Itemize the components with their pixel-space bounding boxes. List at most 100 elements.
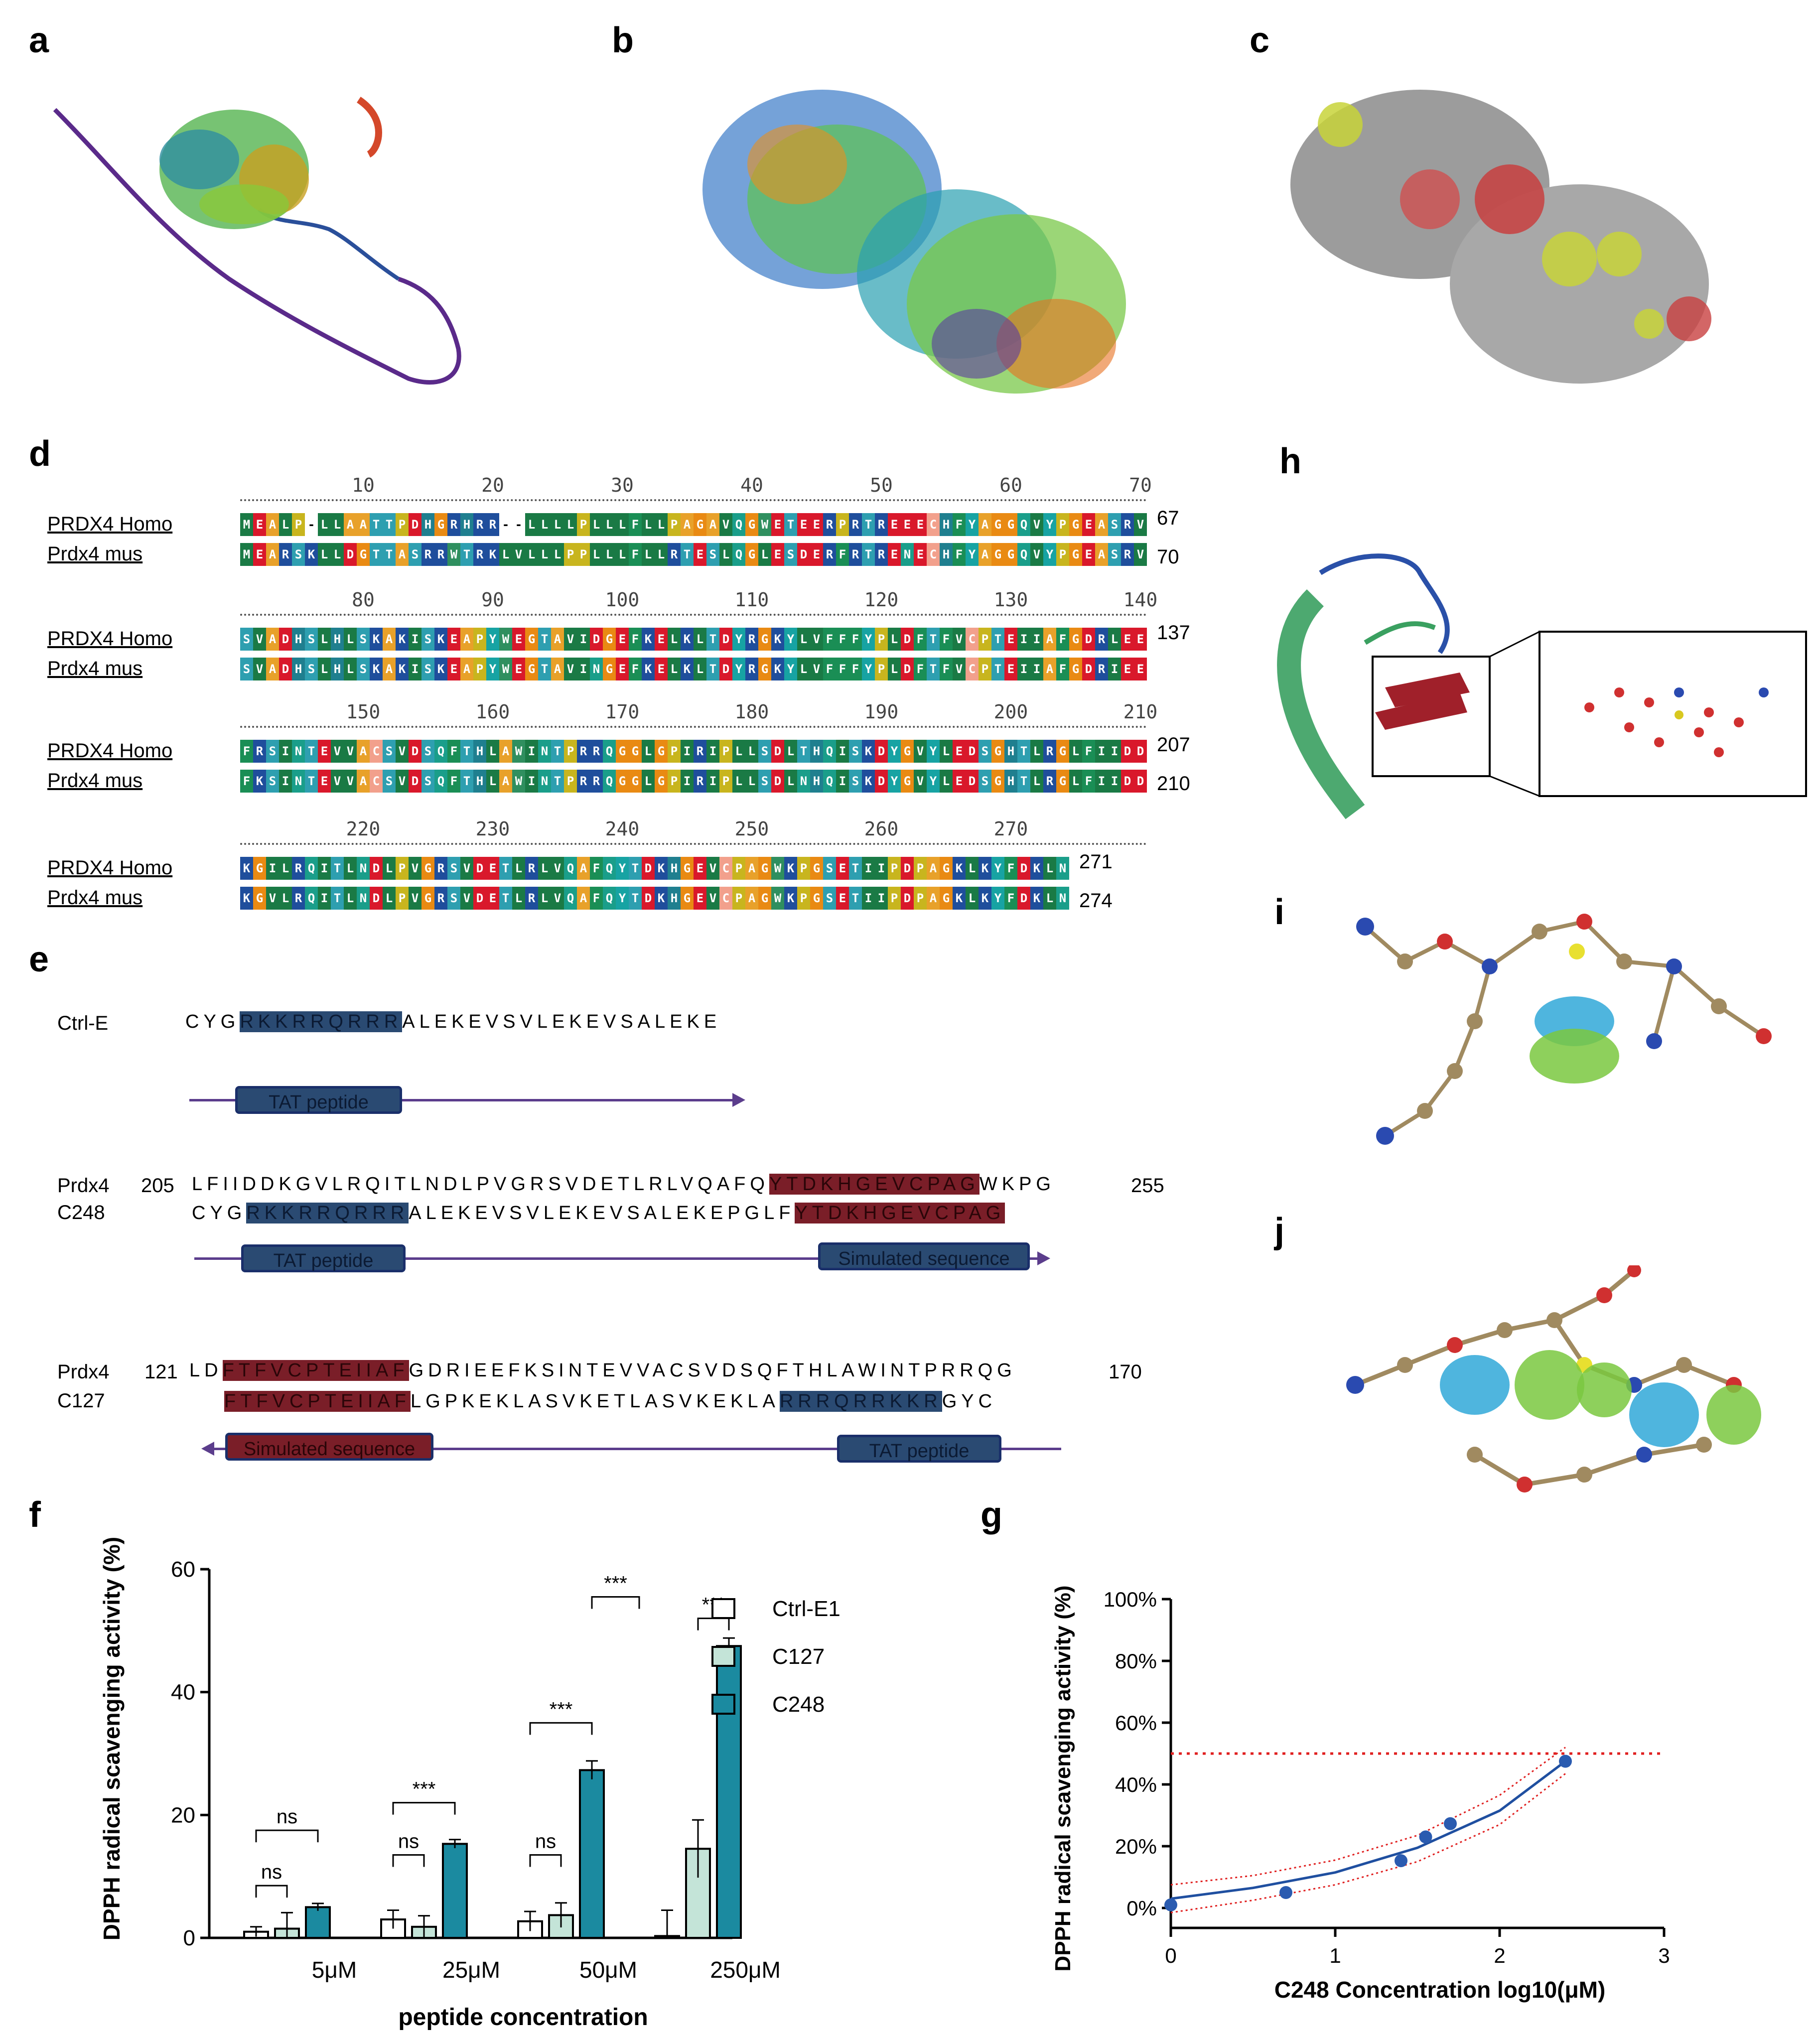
residue: D [1134, 770, 1147, 793]
residue: P [719, 770, 732, 793]
residue: G [940, 887, 953, 910]
residue: L [1030, 740, 1043, 763]
residue: R [823, 513, 836, 536]
legend-swatch [711, 1598, 735, 1619]
c127-arrow-head [201, 1442, 214, 1456]
residue: E [447, 628, 460, 651]
residue: T [383, 513, 396, 536]
residue: Y [991, 887, 1004, 910]
residue: L [668, 658, 681, 680]
ruler-number: 240 [605, 818, 640, 840]
ci-lower-line [1170, 1773, 1566, 1913]
residue: P [668, 770, 681, 793]
residue: E [888, 513, 901, 536]
residue: P [719, 740, 732, 763]
residue: V [1134, 543, 1147, 566]
residue: G [616, 740, 629, 763]
alignment-ruler: 220 230 240 250 260 270 [240, 818, 1147, 851]
residue: N [901, 543, 914, 566]
residue: E [914, 543, 927, 566]
residue: F [1004, 857, 1017, 880]
residue: L [616, 543, 629, 566]
legend-label: C248 [772, 1692, 825, 1717]
residue: K [681, 658, 694, 680]
residue: N [1056, 857, 1069, 880]
residue: K [862, 740, 875, 763]
residue: S [849, 770, 862, 793]
residue: L [732, 740, 745, 763]
residue: T [797, 740, 810, 763]
residue: A [551, 628, 564, 651]
significance-label: *** [413, 1778, 436, 1800]
ruler-number: 200 [993, 701, 1028, 723]
residue: L [538, 857, 551, 880]
residue: E [318, 740, 331, 763]
residue: L [642, 770, 655, 793]
x-tick-label: 1 [1329, 1944, 1341, 1967]
residue: E [1082, 513, 1095, 536]
species-name-homo: PRDX4 Homo [47, 857, 173, 879]
residue: Q [305, 887, 318, 910]
c248-start-index: 205 [141, 1175, 174, 1197]
residue: L [745, 770, 758, 793]
residue: E [771, 543, 784, 566]
residue: G [1056, 740, 1069, 763]
residue: F [1082, 740, 1095, 763]
residue: T [681, 543, 694, 566]
residue: V [810, 628, 823, 651]
residue: C [966, 628, 979, 651]
residue: E [810, 543, 823, 566]
residue: I [1108, 658, 1121, 680]
residue: D [719, 628, 732, 651]
residue: R [590, 770, 603, 793]
residue: I [318, 857, 331, 880]
significance-label: ns [398, 1831, 419, 1853]
residue: L [551, 513, 564, 536]
significance-label: ns [535, 1831, 556, 1853]
ruler-dots [240, 726, 1147, 728]
residue: T [460, 543, 473, 566]
legend-label: Ctrl-E1 [772, 1597, 840, 1621]
residue: S [1108, 543, 1121, 566]
residue: D [1121, 740, 1134, 763]
c248-top-sequence: LFIIDDKGVLRQITLNDLPVGRSVDETLRLVQAFQYTDKH… [192, 1174, 1055, 1195]
y-tick-label: 20 [171, 1803, 195, 1827]
residue: R [253, 740, 266, 763]
species-name-mus: Prdx4 mus [47, 887, 143, 909]
residue: D [875, 770, 888, 793]
residue: I [706, 770, 719, 793]
residue: E [616, 628, 629, 651]
residue: I [279, 740, 292, 763]
residue: A [344, 513, 357, 536]
residue: P [888, 887, 901, 910]
residue: P [292, 513, 305, 536]
residue: G [655, 770, 668, 793]
c127-tat-label: TAT peptide [837, 1435, 1001, 1463]
residue: E [1004, 628, 1017, 651]
residue: C [370, 740, 383, 763]
alignment-ruler: 80 90 100 110 120 130 140 [240, 589, 1157, 622]
residue: R [434, 887, 447, 910]
residue: R [473, 543, 486, 566]
residue: E [655, 628, 668, 651]
residue: V [460, 857, 473, 880]
residue: R [421, 543, 434, 566]
sequence-end-index: 137 [1157, 622, 1190, 644]
tat-highlight: RRRQRRKKR [779, 1391, 942, 1412]
residue: G [357, 543, 370, 566]
residue: R [447, 513, 460, 536]
x-tick-label: 2 [1494, 1944, 1505, 1967]
residue: F [1004, 887, 1017, 910]
residue: Q [603, 770, 616, 793]
residue: V [564, 628, 577, 651]
residue: D [1134, 740, 1147, 763]
sequence-end-index: 271 [1079, 851, 1113, 873]
residue: S [383, 770, 396, 793]
residue: P [668, 513, 681, 536]
residue: N [357, 857, 370, 880]
residue: Y [888, 740, 901, 763]
residue: L [655, 513, 668, 536]
residue: G [1069, 513, 1082, 536]
